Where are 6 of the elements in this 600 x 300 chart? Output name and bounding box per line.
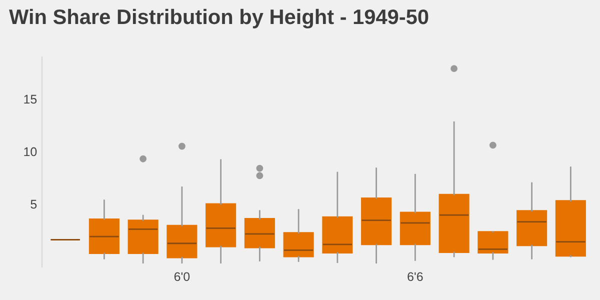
chart-title: Win Share Distribution by Height - 1949-50 — [9, 8, 428, 28]
x-tick-label: 6'0 — [174, 272, 190, 282]
y-tick-label: 15 — [24, 94, 37, 104]
x-tick-label: 6'6 — [408, 272, 423, 282]
y-tick-label: 10 — [24, 147, 37, 156]
y-tick-label: 5 — [30, 200, 37, 209]
